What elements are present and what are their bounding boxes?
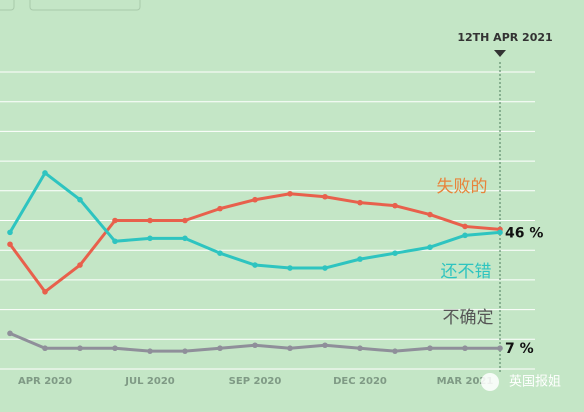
data-point <box>287 190 293 197</box>
data-point <box>77 196 83 203</box>
date-marker <box>494 50 506 57</box>
data-point <box>462 345 468 352</box>
data-point <box>287 265 293 271</box>
data-point <box>147 217 153 224</box>
data-point <box>7 241 13 248</box>
data-point <box>392 348 398 354</box>
x-tick-label: DEC 2020 <box>333 376 387 387</box>
data-point <box>427 211 433 218</box>
data-point <box>112 345 118 352</box>
data-point <box>217 205 223 212</box>
watermark-text: 英国报姐 <box>509 375 561 390</box>
data-point <box>42 345 48 352</box>
data-point <box>217 250 223 256</box>
data-point <box>252 342 258 349</box>
data-point <box>42 288 48 295</box>
plot: APR 2020 JUL 2020 SEP 2020 DEC 2020 MAR 2021… <box>7 170 543 387</box>
data-point <box>252 196 258 203</box>
data-point <box>357 345 363 352</box>
data-point <box>147 235 153 242</box>
data-point <box>427 244 433 251</box>
data-point <box>112 238 118 245</box>
x-tick-label: APR 2020 <box>18 376 72 387</box>
data-point <box>287 345 293 352</box>
data-point <box>392 202 398 209</box>
data-point <box>462 232 468 239</box>
data-point <box>182 217 188 224</box>
data-point <box>357 199 363 206</box>
data-point <box>427 345 433 352</box>
data-point <box>42 170 48 176</box>
data-point <box>77 262 83 268</box>
value-label: 7 % <box>505 341 534 357</box>
data-point <box>462 223 468 230</box>
watermark-icon <box>481 373 499 391</box>
data-point <box>322 265 328 271</box>
x-tick-label: SEP 2020 <box>229 376 282 387</box>
data-point <box>217 345 223 352</box>
legend-label: 失败的 <box>437 177 488 197</box>
data-point <box>182 348 188 354</box>
data-point <box>7 330 13 337</box>
x-tick-label: JUL 2020 <box>124 376 175 387</box>
data-point <box>112 217 118 224</box>
data-point <box>7 229 13 236</box>
data-point <box>357 256 363 262</box>
button[interactable] <box>29 0 141 11</box>
data-point <box>252 262 258 268</box>
data-point <box>322 342 328 349</box>
data-point <box>392 250 398 256</box>
data-point <box>497 345 503 352</box>
data-point <box>497 229 503 236</box>
watermark: 英国报姐 <box>481 373 561 391</box>
data-point <box>322 193 328 200</box>
data-point <box>182 235 188 242</box>
legend-label: 还不错 <box>441 262 492 282</box>
x-tick-label: MAR 2021 <box>437 376 494 387</box>
annotation: 12TH APR 2021 <box>457 31 552 44</box>
data-point <box>77 345 83 352</box>
value-label: 46 % <box>505 225 543 241</box>
data-point <box>147 348 153 354</box>
button[interactable] <box>0 0 15 11</box>
legend-label: 不确定 <box>443 308 494 328</box>
grid <box>0 71 535 370</box>
